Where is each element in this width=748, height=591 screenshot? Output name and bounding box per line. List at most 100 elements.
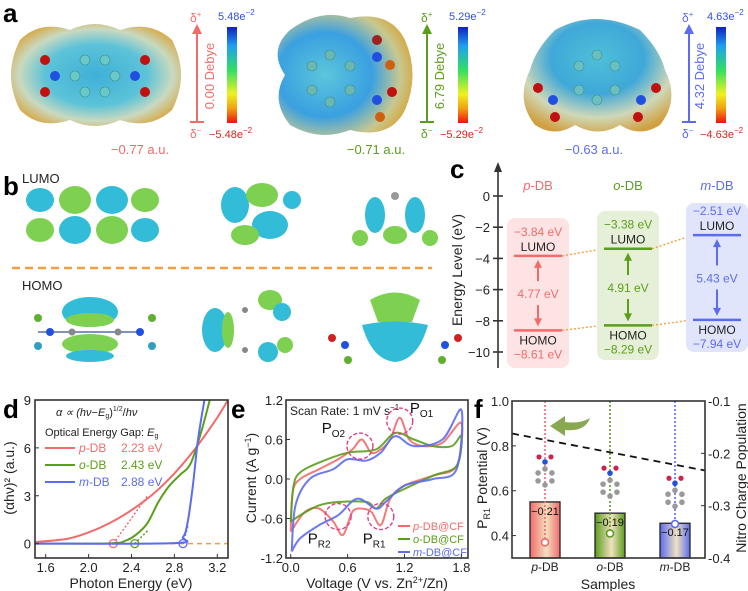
homo-text: HOMO (609, 328, 646, 342)
cv-curve-m-DB@CF (290, 408, 464, 552)
delta-minus: δ− (682, 126, 694, 141)
nitrogen-atom (542, 459, 548, 465)
peak-label: PO1 (410, 400, 434, 420)
tangent-o-DB (134, 530, 149, 545)
peak-circle (324, 502, 352, 531)
carbon-atom (607, 493, 613, 499)
colorbar-p-db (227, 27, 237, 123)
category-prefix: p (522, 178, 530, 193)
carbon-atom (600, 481, 606, 487)
category-suffix: -DB (711, 178, 733, 193)
d-x-tick-label: 2.0 (80, 560, 98, 575)
lumo-text: LUMO (521, 240, 556, 254)
oxygen-atom (666, 475, 672, 481)
category-label: m-DB (79, 475, 110, 489)
nitrogen-atom (607, 470, 613, 476)
tangent-p-DB (112, 495, 149, 545)
colorbar-o-db (458, 27, 468, 123)
tangent-m-DB (182, 524, 190, 544)
category-prefix: p (412, 521, 419, 533)
carbon-atom (679, 499, 685, 506)
gap-arrowhead (713, 239, 721, 248)
e-x-tick-label: 1.8 (452, 560, 470, 575)
panel-label-e: e (231, 394, 245, 424)
oxygen-atom (548, 454, 554, 460)
oxygen-atom (536, 454, 542, 460)
homo-orbital-o-db (202, 290, 293, 362)
panel-label-b: b (3, 171, 19, 201)
gap-arrowhead (534, 259, 542, 268)
e-x-axis-label: Voltage (V vs. Zn2+/Zn) (306, 575, 448, 591)
d-x-tick-label: 2.4 (122, 560, 140, 575)
panel-label-c: c (450, 154, 464, 184)
lumo-energy-label: −3.84 eV (514, 225, 562, 239)
category-label: m-DB (660, 560, 691, 574)
f-y-tick-label: 0.8 (491, 439, 509, 454)
e-y-axis-label: Current (A g−1) (243, 433, 259, 523)
f-y-tick-label: 1.0 (491, 394, 509, 409)
colorbar-m-db (716, 27, 726, 123)
f-axes-frame (511, 400, 706, 559)
d-y-tick-label: 3 (24, 489, 31, 504)
dipole-moment-p-db: 0.00 Debye (202, 43, 217, 110)
legend-eg-o-DB: 2.43 eV (121, 458, 162, 472)
carbon-atom (542, 482, 548, 488)
e-y-tick-label: 1.2 (265, 393, 283, 408)
nitro-charge-marker (670, 519, 680, 529)
colorbar-max-p-db: 5.48e−2 (218, 8, 255, 23)
category-suffix: -DB@CF (419, 521, 464, 533)
peak-label: PR1 (363, 531, 386, 551)
bar-label: −0.17 (661, 527, 689, 539)
gap-label: 4.77 eV (517, 287, 558, 301)
nitro-charge-marker (540, 537, 550, 547)
bar-2 (659, 522, 691, 559)
panel-c: c Energy Level (eV) 0−2−4−6−8−10p-DB−3.8… (449, 154, 748, 368)
dipole-arrow-p-db (190, 24, 204, 123)
esp-map-o-db (277, 14, 413, 135)
category-prefix: m (413, 547, 422, 559)
c-y-tick-label: −10 (468, 345, 490, 360)
peak-circle (386, 407, 414, 435)
delta-minus: δ− (421, 126, 433, 141)
category-label: o-DB@CF (413, 534, 464, 546)
category-prefix: p (530, 560, 538, 574)
colorbar-min-m-db: −4.63e−2 (700, 126, 744, 141)
gap-arrowhead (534, 318, 542, 327)
category-prefix: o (79, 458, 86, 472)
f-y2-tick-label: -0.4 (708, 551, 730, 566)
e-y-tick-label: 0.0 (265, 472, 283, 487)
d-x-axis-label: Photon Energy (eV) (70, 575, 193, 591)
category-prefix: p (78, 441, 86, 455)
gap-label: 4.91 eV (607, 281, 648, 295)
panel-b: b LUMO HOMO (3, 171, 462, 364)
category-label: o-DB (613, 178, 643, 193)
nitro-charge-m-db: −0.63 a.u. (565, 142, 623, 157)
category-label: p-DB (522, 178, 553, 193)
legend-eg-p-DB: 2.23 eV (121, 441, 162, 455)
carbon-atom (535, 478, 541, 484)
oxygen-atom (613, 465, 619, 471)
panel-f: f PR1 Potential (V) Nitro Charge Populat… (474, 394, 748, 591)
nitro-charge-marker (605, 529, 615, 538)
bar-label: −0.21 (531, 506, 559, 518)
carbon-atom (600, 489, 606, 495)
e-x-tick-label: 0.6 (339, 560, 357, 575)
category-label: m-DB@CF (413, 547, 467, 559)
carbon-atom (549, 470, 555, 476)
f-y-tick-label: 0.4 (491, 529, 509, 544)
homo-text: HOMO (698, 323, 735, 337)
homo-orbital-p-db (34, 297, 156, 362)
curve-o-DB (35, 400, 211, 545)
carbon-atom (614, 489, 620, 495)
cv-curve-p-DB@CF (289, 416, 464, 537)
eg-marker-m-DB (178, 538, 188, 549)
gap-label: 5.43 eV (696, 272, 737, 286)
colorbar-max-o-db: 5.29e−2 (449, 8, 486, 23)
carbon-atom (672, 503, 678, 510)
category-prefix: o (413, 534, 419, 546)
d-y-tick-label: 6 (24, 441, 31, 456)
nitrogen-atom (672, 480, 678, 487)
esp-map-p-db (11, 24, 181, 126)
panel-a: a δ+ δ− 0.00 Debye 5.48e−2 −5.48e−2 −0.7… (3, 0, 744, 157)
lumo-orbital-o-db (221, 183, 301, 245)
